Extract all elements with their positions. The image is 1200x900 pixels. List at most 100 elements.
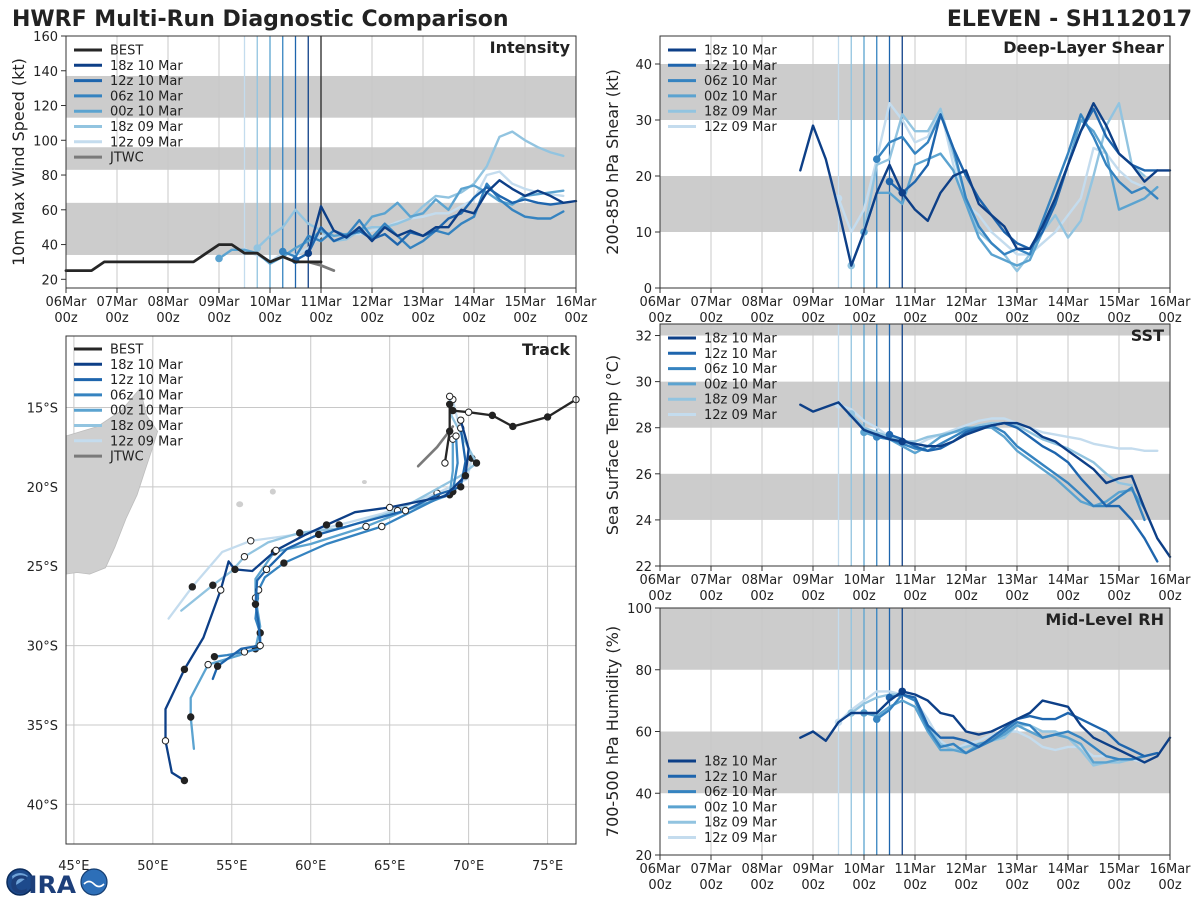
x-tick-label-date: 15Mar xyxy=(1098,862,1140,877)
x-tick-label-hour: 00z xyxy=(801,311,825,326)
legend-label: 12z 10 Mar xyxy=(704,347,777,362)
init-marker xyxy=(872,715,881,723)
x-tick-label-hour: 00z xyxy=(513,311,537,326)
series-line xyxy=(799,401,1172,558)
figure-title: HWRF Multi-Run Diagnostic Comparison xyxy=(12,7,509,32)
x-tick-label-date: 13Mar xyxy=(402,295,444,310)
init-marker xyxy=(872,155,881,163)
y-tick-label: 20 xyxy=(635,849,652,864)
panel-title: SST xyxy=(1131,326,1164,345)
y-axis-label: 700-500 hPa Humidity (%) xyxy=(603,626,622,837)
x-tick-label-hour: 00z xyxy=(954,589,978,604)
x-tick-label-hour: 00z xyxy=(699,878,723,893)
legend-label: 06z 10 Mar xyxy=(110,388,183,403)
init-marker xyxy=(304,249,313,258)
x-tick-label-hour: 00z xyxy=(1107,878,1131,893)
x-tick-label-hour: 00z xyxy=(750,878,774,893)
legend-label: JTWC xyxy=(109,151,144,166)
x-tick-label-hour: 00z xyxy=(750,589,774,604)
panel-title: Track xyxy=(522,340,570,359)
x-tick-label-date: 07Mar xyxy=(690,862,732,877)
latitude-label: 30°S xyxy=(27,640,58,655)
legend-label: 00z 10 Mar xyxy=(110,404,183,419)
x-tick-label-date: 11Mar xyxy=(300,295,342,310)
panel-title: Intensity xyxy=(490,38,571,57)
x-tick-label-hour: 00z xyxy=(852,878,876,893)
mauritius-island xyxy=(269,488,276,495)
y-tick-label: 120 xyxy=(33,100,58,115)
x-tick-label-hour: 00z xyxy=(1005,589,1029,604)
track-position-dot xyxy=(401,506,410,515)
map-frame xyxy=(65,335,577,845)
shear-panel: 01020304006Mar00z07Mar00z08Mar00z09Mar00… xyxy=(603,35,1191,326)
y-tick-label: 28 xyxy=(635,422,652,437)
sst-panel: 22242628303206Mar00z07Mar00z08Mar00z09Ma… xyxy=(603,323,1191,604)
madagascar-landmass xyxy=(65,387,159,575)
latitude-label: 15°S xyxy=(27,401,58,416)
track-position-dot xyxy=(472,459,481,467)
legend-label: 18z 10 Mar xyxy=(704,332,777,347)
legend-label: 12z 09 Mar xyxy=(704,408,777,423)
init-marker xyxy=(898,437,907,446)
track-position-dot xyxy=(272,546,280,555)
x-tick-label-hour: 00z xyxy=(1158,878,1182,893)
track-position-dot xyxy=(385,503,394,512)
x-tick-label-date: 09Mar xyxy=(792,573,834,588)
series-line xyxy=(888,693,1159,758)
y-axis-label: Sea Surface Temp (°C) xyxy=(603,355,622,535)
x-tick-label-date: 16Mar xyxy=(1149,295,1191,310)
legend-label: 00z 10 Mar xyxy=(704,800,777,815)
track-position-dot xyxy=(209,581,217,589)
latitude-label: 25°S xyxy=(27,560,58,575)
x-tick-label-hour: 00z xyxy=(750,311,774,326)
globe-shading xyxy=(12,873,28,886)
series-line xyxy=(862,699,1146,764)
x-tick-label-date: 14Mar xyxy=(453,295,495,310)
legend-label: 12z 10 Mar xyxy=(110,74,183,89)
y-tick-label: 20 xyxy=(41,273,58,288)
y-tick-label: 100 xyxy=(33,134,58,149)
y-tick-label: 80 xyxy=(635,664,652,679)
series-line xyxy=(799,690,1172,764)
storm-id-title: ELEVEN - SH112017 xyxy=(947,7,1192,32)
cira-logo: CIRA xyxy=(6,868,108,899)
x-tick-label-date: 15Mar xyxy=(1098,573,1140,588)
track-position-dot xyxy=(256,641,264,650)
longitude-label: 60°E xyxy=(295,859,326,874)
x-tick-label-date: 09Mar xyxy=(792,295,834,310)
longitude-label: 45°E xyxy=(58,859,89,874)
x-tick-label-hour: 00z xyxy=(1005,878,1029,893)
legend-label: 12z 09 Mar xyxy=(110,434,183,449)
legend-label: BEST xyxy=(110,44,143,59)
x-tick-label-hour: 00z xyxy=(207,311,231,326)
x-tick-label-date: 16Mar xyxy=(1149,862,1191,877)
x-tick-label-date: 15Mar xyxy=(504,295,546,310)
x-tick-label-date: 15Mar xyxy=(1098,295,1140,310)
track-position-dot xyxy=(180,665,189,674)
track-position-dot xyxy=(295,529,304,537)
x-tick-label-date: 08Mar xyxy=(147,295,189,310)
x-tick-label-hour: 00z xyxy=(309,311,333,326)
series-line xyxy=(256,130,565,250)
panel-title: Mid-Level RH xyxy=(1045,610,1164,629)
x-tick-label-date: 10Mar xyxy=(843,573,885,588)
x-tick-label-date: 12Mar xyxy=(945,573,987,588)
series-line xyxy=(837,101,1146,256)
x-tick-label-hour: 00z xyxy=(1158,589,1182,604)
latitude-label: 20°S xyxy=(27,481,58,496)
track-position-dot xyxy=(452,432,460,440)
init-marker xyxy=(253,244,262,252)
x-tick-label-hour: 00z xyxy=(54,311,78,326)
x-tick-label-date: 09Mar xyxy=(792,862,834,877)
track-position-dot xyxy=(240,552,249,561)
track-position-dot xyxy=(280,559,288,567)
x-tick-label-hour: 00z xyxy=(105,311,129,326)
legend-label: 18z 09 Mar xyxy=(704,816,777,831)
track-position-dot xyxy=(461,472,470,480)
x-tick-label-date: 13Mar xyxy=(996,295,1038,310)
y-tick-label: 80 xyxy=(41,169,58,184)
legend-label: 18z 10 Mar xyxy=(110,358,183,373)
track-line xyxy=(180,395,478,612)
seal-icon xyxy=(80,868,108,896)
y-axis-label: 200-850 hPa Shear (kt) xyxy=(603,69,622,255)
